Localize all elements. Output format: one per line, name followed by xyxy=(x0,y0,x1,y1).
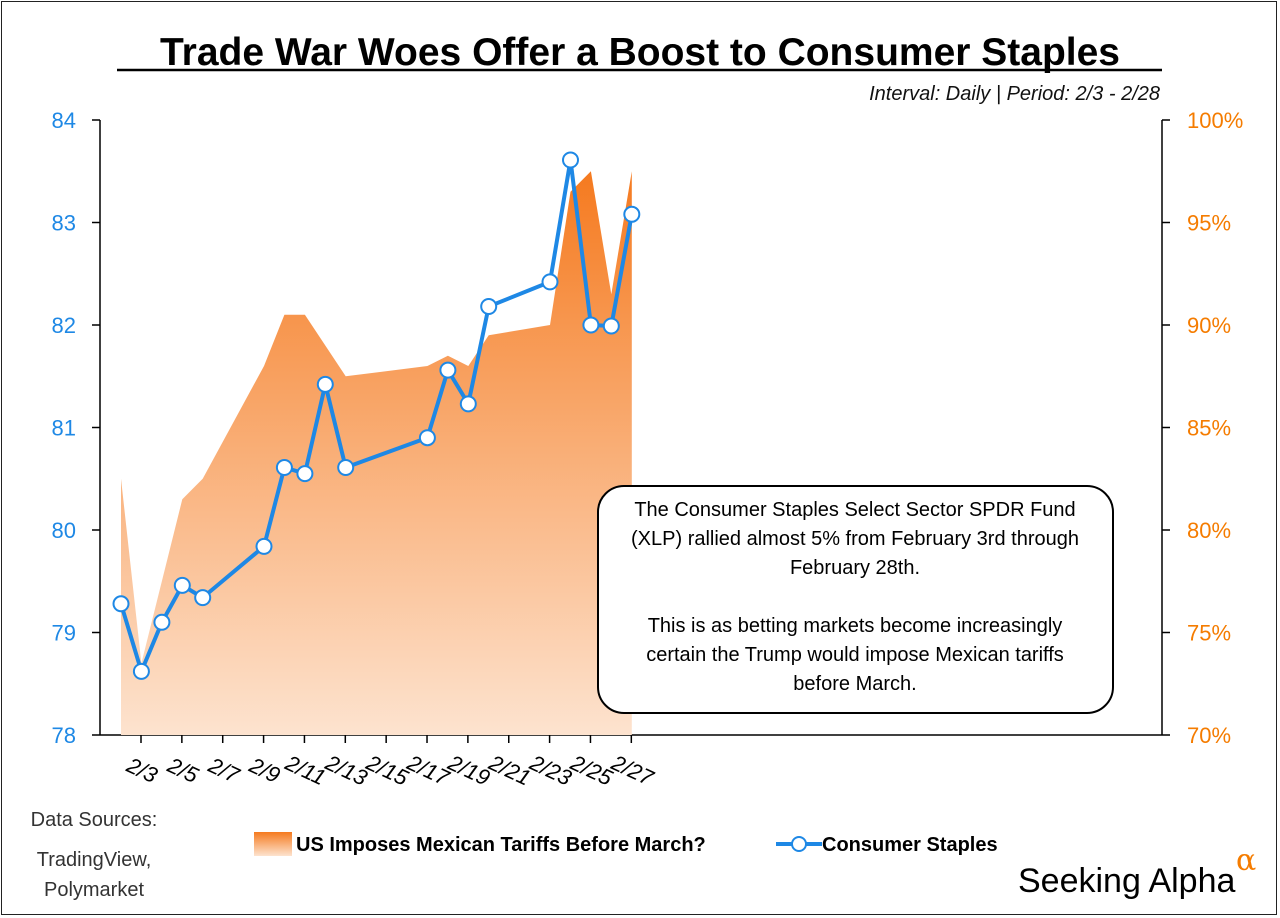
x-tick-label: 2/5 xyxy=(163,752,203,788)
staples-point-2-10 xyxy=(255,537,273,555)
right-tick-label: 100% xyxy=(1187,108,1243,133)
legend-label-staples: Consumer Staples xyxy=(822,834,998,856)
chart-title: Trade War Woes Offer a Boost to Consumer… xyxy=(160,31,1120,74)
right-tick-label: 75% xyxy=(1187,621,1231,646)
staples-point-2-4 xyxy=(132,662,150,680)
staples-point-2-21 xyxy=(480,298,498,315)
staples-point-2-26 xyxy=(582,316,600,334)
callout-line: This is as betting markets become increa… xyxy=(648,615,1063,637)
staples-point-2-5 xyxy=(153,613,171,631)
staples-point-2-6 xyxy=(173,576,191,594)
staples-point-2-28 xyxy=(623,205,641,223)
staples-point-2-19 xyxy=(439,361,457,379)
legend-swatch-staples-marker xyxy=(791,836,807,852)
brand-logo: Seeking Alpha α xyxy=(1018,843,1256,900)
callout-line: before March. xyxy=(793,673,916,695)
sources-line-2: Polymarket xyxy=(44,879,144,901)
right-tick-label: 90% xyxy=(1187,313,1231,338)
left-tick-label: 84 xyxy=(52,108,76,133)
brand-alpha-symbol: α xyxy=(1236,843,1256,878)
staples-point-2-18 xyxy=(418,429,436,447)
staples-point-2-14 xyxy=(337,459,355,476)
staples-point-2-27 xyxy=(602,317,620,335)
staples-point-2-25 xyxy=(562,151,579,169)
staples-point-2-11 xyxy=(275,459,293,476)
right-axis-ticks: 70% 75% 80% 85% 90% 95% 100% xyxy=(1162,108,1243,748)
legend: US Imposes Mexican Tariffs Before March?… xyxy=(254,832,998,856)
plot-area xyxy=(99,120,1163,736)
legend-swatch-tariffs xyxy=(254,832,292,856)
callout-line: The Consumer Staples Select Sector SPDR … xyxy=(634,499,1075,521)
staples-point-2-13 xyxy=(316,375,334,393)
left-tick-label: 83 xyxy=(52,211,76,236)
x-axis-ticks: 2/3 2/5 2/7 2/92/112/132/152/172/192/212/23… xyxy=(122,735,658,791)
sources-line-1: TradingView, xyxy=(37,849,152,871)
x-tick-label: 2/7 xyxy=(204,752,244,788)
left-tick-label: 82 xyxy=(52,313,76,338)
x-tick-label: 2/27 xyxy=(607,749,658,790)
sources-label: Data Sources: xyxy=(31,809,158,831)
right-tick-label: 95% xyxy=(1187,211,1231,236)
staples-point-2-24 xyxy=(541,273,559,291)
brand-name: Seeking Alpha xyxy=(1018,862,1235,900)
callout-line: February 28th. xyxy=(790,557,920,579)
right-tick-label: 80% xyxy=(1187,518,1231,543)
x-tick-label: 2/9 xyxy=(245,752,284,788)
left-tick-label: 79 xyxy=(52,621,76,646)
right-tick-label: 85% xyxy=(1187,416,1231,441)
callout-line: (XLP) rallied almost 5% from February 3r… xyxy=(631,528,1079,550)
chart-subtitle: Interval: Daily | Period: 2/3 - 2/28 xyxy=(869,83,1160,105)
tariff-probability-area xyxy=(121,171,632,736)
legend-label-tariffs: US Imposes Mexican Tariffs Before March? xyxy=(296,834,706,856)
callout-line: certain the Trump would impose Mexican t… xyxy=(646,644,1064,666)
callout-box: The Consumer Staples Select Sector SPDR … xyxy=(597,485,1114,714)
staples-point-2-7 xyxy=(194,589,212,607)
staples-point-2-3 xyxy=(112,595,130,613)
left-tick-label: 80 xyxy=(52,518,76,543)
x-tick-label: 2/3 xyxy=(122,752,162,788)
left-tick-label: 78 xyxy=(52,723,76,748)
left-tick-label: 81 xyxy=(52,416,76,441)
right-tick-label: 70% xyxy=(1187,723,1231,748)
data-sources: Data Sources: TradingView, Polymarket xyxy=(31,809,158,901)
staples-point-2-20 xyxy=(459,395,477,413)
staples-point-2-12 xyxy=(296,465,314,483)
left-axis-ticks: 78 79 80 81 82 83 84 xyxy=(52,108,100,748)
